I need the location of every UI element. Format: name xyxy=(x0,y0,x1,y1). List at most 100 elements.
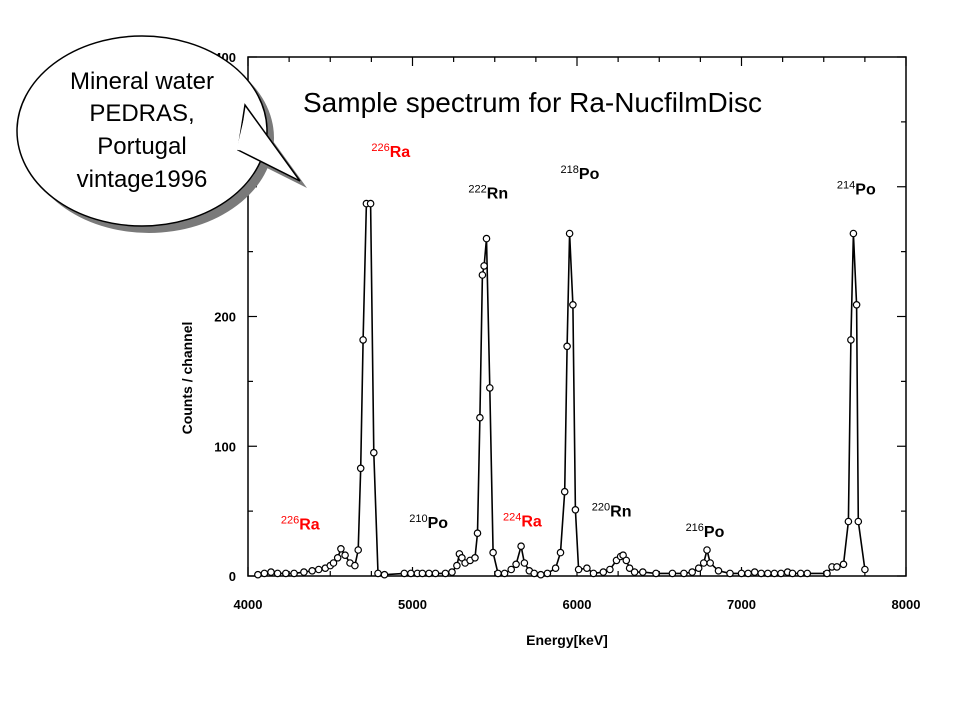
peak-label: 226Ra xyxy=(281,514,320,533)
data-point xyxy=(694,564,703,573)
data-point xyxy=(341,551,349,560)
x-axis-title: Energy[keV] xyxy=(526,632,608,648)
y-tick-label: 200 xyxy=(214,310,236,325)
peak-label-element: Rn xyxy=(610,503,631,520)
data-point xyxy=(563,342,571,351)
data-point xyxy=(625,564,634,573)
peak-label-mass: 226 xyxy=(281,514,299,526)
x-tick-label: 7000 xyxy=(727,597,756,612)
x-tick-label: 5000 xyxy=(398,597,427,612)
data-point xyxy=(803,569,812,578)
data-point xyxy=(329,559,338,567)
callout-bubble: Mineral water PEDRAS, Portugal vintage19… xyxy=(16,35,307,233)
peak-label: 210Po xyxy=(409,513,448,532)
peak-label-mass: 218 xyxy=(561,164,579,176)
data-point xyxy=(844,517,853,526)
data-point xyxy=(471,553,479,562)
data-point xyxy=(777,569,785,578)
y-axis-title: Counts / channel xyxy=(179,322,195,435)
data-point xyxy=(359,336,367,344)
data-point xyxy=(551,564,560,573)
data-point xyxy=(622,556,631,565)
peak-label-mass: 226 xyxy=(371,142,389,154)
peak-label-mass: 220 xyxy=(592,501,610,513)
data-point xyxy=(478,271,487,279)
data-point xyxy=(726,569,734,578)
data-point xyxy=(369,448,378,457)
y-tick-label: 100 xyxy=(214,439,236,454)
data-point xyxy=(482,234,491,243)
data-point xyxy=(668,569,677,578)
peak-label: 216Po xyxy=(686,522,725,541)
data-point xyxy=(583,564,591,573)
data-point xyxy=(630,568,639,576)
data-point xyxy=(517,542,525,551)
data-point xyxy=(833,563,841,571)
data-point xyxy=(703,546,711,554)
data-point xyxy=(574,565,583,574)
data-point xyxy=(520,559,529,567)
x-tick-label: 6000 xyxy=(563,597,592,612)
x-tick-labels: 4000 5000 6000 7000 8000 xyxy=(234,597,921,612)
callout-line-3: Portugal xyxy=(97,133,186,160)
peak-label: 214Po xyxy=(837,180,876,199)
data-point xyxy=(308,566,317,575)
data-point xyxy=(560,487,569,496)
data-point xyxy=(569,300,577,309)
data-point xyxy=(380,570,389,579)
data-point xyxy=(356,464,365,473)
data-point xyxy=(489,548,497,557)
peak-label-element: Po xyxy=(428,515,449,532)
data-point xyxy=(281,569,290,578)
data-point xyxy=(750,568,759,576)
callout-line-2: PEDRAS, xyxy=(89,100,194,127)
data-point xyxy=(589,569,598,578)
data-point xyxy=(485,384,494,392)
data-point xyxy=(374,569,382,578)
data-point xyxy=(543,569,552,578)
peak-label-mass: 222 xyxy=(468,183,486,195)
data-point xyxy=(314,565,323,574)
data-point xyxy=(849,229,858,238)
data-point xyxy=(861,565,869,574)
chart-title: Sample spectrum for Ra-NucfilmDisc xyxy=(303,87,762,118)
data-point xyxy=(425,569,433,578)
data-point xyxy=(565,229,574,238)
data-point xyxy=(448,568,456,576)
data-point xyxy=(500,569,509,578)
peak-label-mass: 216 xyxy=(686,522,704,534)
data-point xyxy=(507,565,516,574)
peak-label-element: Ra xyxy=(521,514,542,531)
callout-line-1: Mineral water xyxy=(70,68,214,95)
data-point xyxy=(652,569,660,578)
peak-label-element: Ra xyxy=(299,516,320,533)
data-point xyxy=(847,336,855,344)
data-point xyxy=(839,560,848,569)
data-point xyxy=(763,569,772,578)
data-point xyxy=(290,569,298,578)
data-point xyxy=(788,569,797,578)
peak-label-mass: 214 xyxy=(837,180,855,192)
peak-label: 222Rn xyxy=(468,183,508,202)
data-point xyxy=(699,559,708,567)
data-point xyxy=(273,569,282,578)
data-point xyxy=(796,569,805,578)
data-point xyxy=(480,262,488,270)
data-point xyxy=(351,561,359,570)
data-point xyxy=(366,199,375,208)
peak-label-mass: 224 xyxy=(503,512,521,524)
data-point xyxy=(512,560,520,569)
data-point xyxy=(556,548,565,557)
peak-label: 218Po xyxy=(561,164,600,183)
data-point xyxy=(714,566,723,575)
data-point xyxy=(530,569,539,578)
data-point xyxy=(770,569,779,578)
data-point xyxy=(823,569,831,578)
peak-label-element: Ra xyxy=(390,144,411,161)
peak-label: 224Ra xyxy=(503,512,542,531)
peak-label-mass: 210 xyxy=(409,513,427,525)
y-tick-label: 0 xyxy=(229,569,236,584)
data-point xyxy=(757,569,766,578)
